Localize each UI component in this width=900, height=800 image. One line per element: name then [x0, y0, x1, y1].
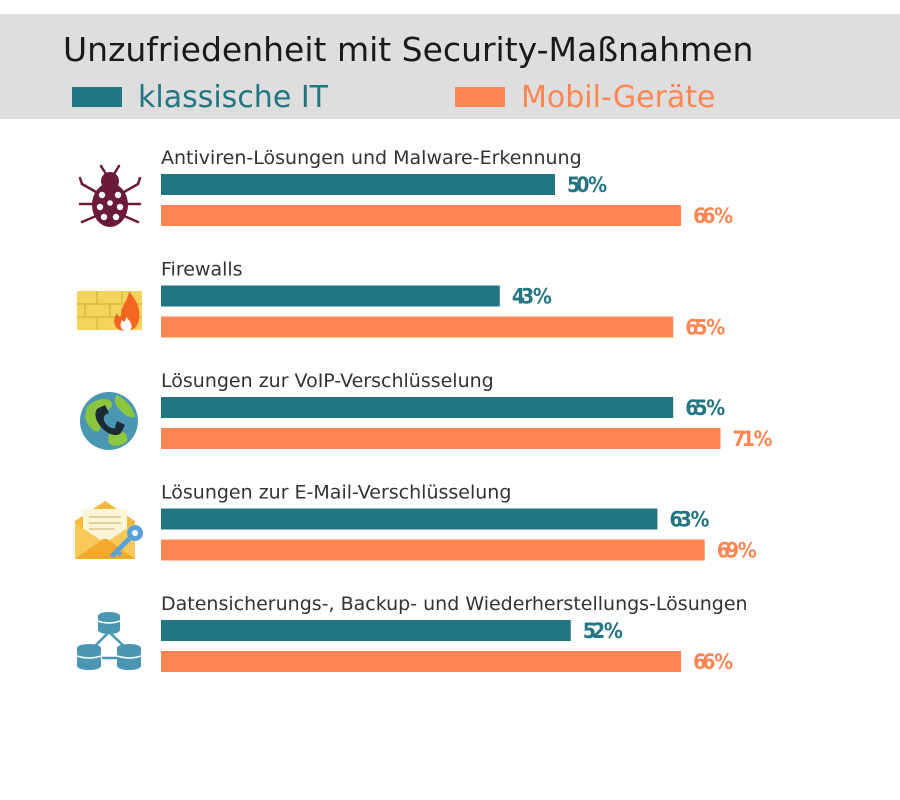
- value-label: 65 %: [685, 396, 725, 420]
- chart-header: Unzufriedenheit mit Security-Maßnahmen k…: [0, 14, 900, 119]
- bar-mobil-geraete: [161, 428, 721, 449]
- value-label: 69 %: [717, 539, 757, 563]
- bar-mobil-geraete: [161, 651, 682, 672]
- category-group: Firewalls 43 % 65 %: [161, 259, 725, 340]
- category-group: Antiviren-Lösungen und Malware-Erkennung…: [161, 147, 733, 228]
- bar-klassische-it: [161, 620, 571, 641]
- category-group: Lösungen zur VoIP-Verschlüsselung 65 % 71 …: [161, 370, 773, 451]
- plot-area: Antiviren-Lösungen und Malware-Erkennung…: [161, 147, 773, 674]
- category-group: Datensicherungs-, Backup- und Wiederhers…: [161, 593, 748, 674]
- legend-label-it: klassische IT: [138, 79, 328, 115]
- chart-title: Unzufriedenheit mit Security-Maßnahmen: [63, 30, 754, 69]
- category-label: Lösungen zur E-Mail-Verschlüsselung: [161, 482, 511, 504]
- category-label: Antiviren-Lösungen und Malware-Erkennung: [161, 147, 582, 169]
- network-storage-icon: [76, 612, 142, 670]
- legend-item-it: klassische IT: [72, 79, 328, 115]
- firewall-icon: [77, 291, 142, 331]
- bar-klassische-it: [161, 285, 500, 307]
- category-label: Firewalls: [161, 259, 243, 281]
- value-label: 52 %: [583, 619, 623, 643]
- legend-item-mobile: Mobil-Geräte: [455, 79, 716, 115]
- value-label: 66 %: [693, 650, 733, 674]
- bar-mobil-geraete: [161, 316, 674, 338]
- bar-klassische-it: [161, 508, 658, 530]
- category-label: Lösungen zur VoIP-Verschlüsselung: [161, 370, 494, 392]
- legend-swatch-mobile: [455, 87, 505, 107]
- bar-klassische-it: [161, 174, 555, 195]
- legend-swatch-it: [72, 87, 122, 107]
- value-label: 50 %: [567, 173, 607, 197]
- value-label: 71 %: [732, 427, 772, 451]
- category-group: Lösungen zur E-Mail-Verschlüsselung 63 % 6…: [161, 482, 757, 563]
- ladybug-icon: [78, 164, 142, 227]
- category-label: Datensicherungs-, Backup- und Wiederhers…: [161, 593, 748, 615]
- value-label: 66 %: [693, 204, 733, 228]
- bar-mobil-geraete: [161, 539, 705, 561]
- bar-klassische-it: [161, 397, 674, 418]
- legend-label-mobile: Mobil-Geräte: [521, 79, 716, 115]
- value-label: 65 %: [685, 316, 725, 340]
- envelope-key-icon: [75, 501, 143, 559]
- bar-mobil-geraete: [161, 205, 682, 226]
- globe-phone-icon: [80, 392, 138, 450]
- value-label: 43 %: [512, 285, 552, 309]
- value-label: 63 %: [669, 508, 709, 532]
